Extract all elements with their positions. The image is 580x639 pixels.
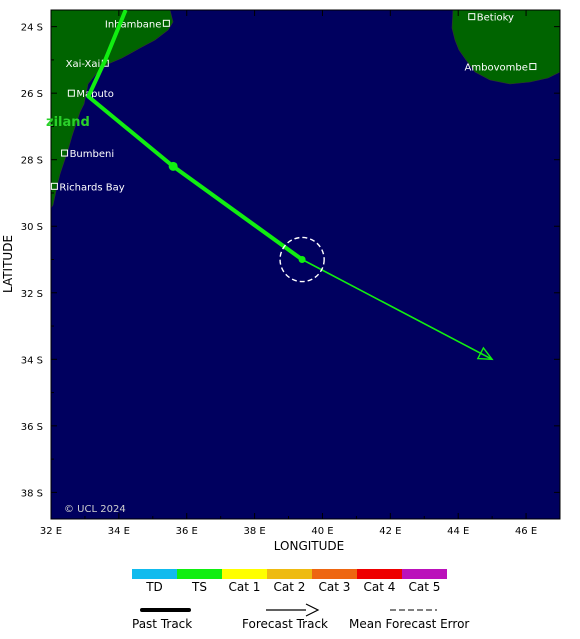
lat-tick-label: 30 S — [21, 222, 43, 233]
category-label: Cat 5 — [409, 580, 441, 594]
lon-tick-label: 44 E — [447, 526, 469, 537]
city-marker-icon — [50, 182, 58, 190]
mean-error-label: Mean Forecast Error — [349, 617, 469, 631]
current-position-marker — [298, 256, 306, 264]
city-label: Richards Bay — [59, 182, 124, 193]
category-colorbar: TD TS Cat 1 Cat 2 Cat 3 Cat 4 Cat 5 — [132, 569, 447, 594]
lon-tick-label: 40 E — [311, 526, 333, 537]
lon-tick-label: 38 E — [243, 526, 265, 537]
city-marker-icon — [162, 19, 170, 27]
forecast-arrowhead-icon — [476, 346, 494, 361]
category-swatch — [222, 569, 267, 579]
lat-tick-label: 38 S — [21, 488, 43, 499]
category-label: Cat 2 — [274, 580, 306, 594]
category-swatch — [177, 569, 222, 579]
city-label: Ambovombe — [465, 63, 528, 74]
lon-tick-label: 36 E — [176, 526, 198, 537]
city-label: Maputo — [76, 89, 113, 100]
category-label: Cat 1 — [229, 580, 261, 594]
lon-tick-label: 34 E — [108, 526, 130, 537]
category-swatch — [132, 569, 177, 579]
legend-past-track: Past Track — [132, 608, 192, 631]
plot-frame — [50, 9, 561, 520]
forecast-track-label: Forecast Track — [242, 617, 328, 631]
ocean-area — [51, 10, 560, 519]
lat-tick-label: 28 S — [21, 156, 43, 167]
city-label: Inhambane — [105, 19, 161, 30]
lat-tick-label: 24 S — [21, 23, 43, 34]
past-track-label: Past Track — [132, 617, 192, 631]
lat-tick-label: 34 S — [21, 355, 43, 366]
lon-tick-label: 32 E — [40, 526, 62, 537]
city-label: Bumbeni — [70, 149, 115, 160]
category-label: TD — [145, 580, 163, 594]
lat-tick-label: 26 S — [21, 89, 43, 100]
city-marker-icon — [67, 89, 75, 97]
place-markers: Inhambane Xai-Xai Maputo Bumbeni Richards Ba… — [50, 13, 537, 193]
lon-tick-label: 46 E — [515, 526, 537, 537]
lon-tick-label: 42 E — [379, 526, 401, 537]
category-swatch — [357, 569, 402, 579]
category-label: TS — [191, 580, 207, 594]
city-label: Xai-Xai — [66, 59, 101, 70]
forecast-track-line — [301, 258, 493, 361]
forecast-arrow-icon — [305, 603, 320, 617]
madagascar-land — [451, 10, 560, 85]
region-label: ziland — [46, 115, 90, 130]
category-swatch — [402, 569, 447, 579]
city-marker-icon — [61, 149, 69, 157]
y-axis-title: LATITUDE — [1, 235, 15, 293]
mean-forecast-error-circle — [279, 236, 325, 283]
axis-ticks: 32 E 34 E 36 E 38 E 40 E 42 E 44 E 46 E 24 S 26 S… — [21, 10, 560, 537]
category-label: Cat 4 — [364, 580, 396, 594]
category-label: Cat 3 — [319, 580, 351, 594]
legend-mean-error: Mean Forecast Error — [349, 609, 469, 631]
past-position-marker — [168, 161, 178, 171]
city-marker-icon — [468, 13, 476, 21]
lat-tick-label: 36 S — [21, 422, 43, 433]
category-swatch — [312, 569, 357, 579]
city-marker-icon — [529, 63, 537, 71]
legend-forecast-track: Forecast Track — [242, 603, 328, 631]
lat-tick-label: 32 S — [21, 289, 43, 300]
category-swatch — [267, 569, 312, 579]
x-axis-title: LONGITUDE — [274, 539, 344, 553]
city-label: Betioky — [477, 13, 514, 24]
copyright-label: © UCL 2024 — [64, 504, 126, 515]
past-track-line — [86, 10, 304, 262]
storm-tracks — [86, 10, 494, 361]
